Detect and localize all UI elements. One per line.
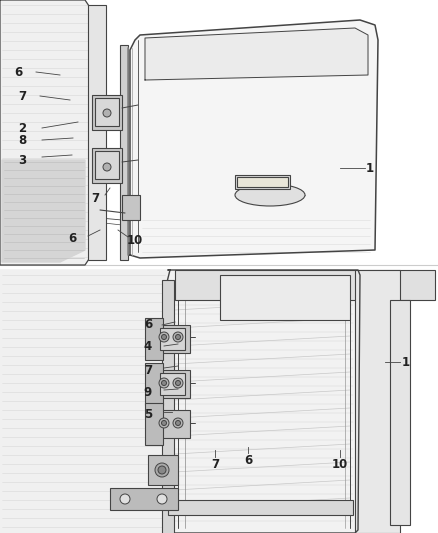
Text: 7: 7 bbox=[91, 191, 99, 205]
Text: 5: 5 bbox=[144, 408, 152, 421]
Bar bbox=[155, 370, 190, 398]
Circle shape bbox=[162, 335, 166, 340]
Text: 1: 1 bbox=[402, 356, 410, 368]
Text: 7: 7 bbox=[144, 364, 152, 376]
Bar bbox=[92, 148, 122, 183]
Text: 6: 6 bbox=[244, 454, 252, 466]
Circle shape bbox=[103, 163, 111, 171]
Bar bbox=[155, 325, 190, 353]
Text: 10: 10 bbox=[332, 457, 348, 471]
Bar bbox=[120, 45, 128, 260]
Text: 6: 6 bbox=[144, 319, 152, 332]
Text: 9: 9 bbox=[144, 385, 152, 399]
Bar bbox=[168, 500, 353, 515]
Circle shape bbox=[159, 418, 169, 428]
Circle shape bbox=[176, 421, 180, 425]
Bar bbox=[390, 300, 410, 525]
Circle shape bbox=[173, 332, 183, 342]
Bar bbox=[145, 363, 163, 405]
Text: 1: 1 bbox=[366, 161, 374, 174]
Circle shape bbox=[176, 335, 180, 340]
Polygon shape bbox=[0, 0, 95, 265]
Bar bbox=[145, 403, 163, 445]
Circle shape bbox=[157, 494, 167, 504]
Circle shape bbox=[173, 418, 183, 428]
Bar bbox=[145, 318, 163, 360]
Bar bbox=[95, 151, 119, 179]
Text: 2: 2 bbox=[18, 122, 26, 134]
Circle shape bbox=[120, 494, 130, 504]
Text: 6: 6 bbox=[14, 66, 22, 78]
Text: 10: 10 bbox=[127, 233, 143, 246]
Text: 6: 6 bbox=[68, 231, 76, 245]
Circle shape bbox=[176, 381, 180, 385]
Circle shape bbox=[159, 332, 169, 342]
Bar bbox=[235, 175, 290, 189]
Bar bbox=[237, 177, 288, 187]
Circle shape bbox=[162, 381, 166, 385]
Bar bbox=[162, 280, 174, 533]
Text: 8: 8 bbox=[18, 133, 26, 147]
Text: 3: 3 bbox=[18, 154, 26, 166]
Bar bbox=[110, 488, 178, 510]
Bar bbox=[155, 410, 190, 438]
Bar bbox=[95, 98, 119, 126]
Bar bbox=[175, 270, 435, 300]
Text: 7: 7 bbox=[211, 457, 219, 471]
Bar bbox=[355, 270, 400, 533]
Bar bbox=[160, 328, 185, 350]
Polygon shape bbox=[145, 28, 368, 80]
Polygon shape bbox=[130, 20, 378, 258]
Circle shape bbox=[155, 463, 169, 477]
Circle shape bbox=[103, 109, 111, 117]
Bar bbox=[148, 455, 178, 485]
Ellipse shape bbox=[235, 184, 305, 206]
Text: 7: 7 bbox=[18, 90, 26, 102]
Bar bbox=[92, 95, 122, 130]
Polygon shape bbox=[165, 270, 360, 533]
Bar bbox=[160, 373, 185, 395]
Text: 4: 4 bbox=[144, 340, 152, 352]
Bar bbox=[220, 275, 350, 320]
Circle shape bbox=[158, 466, 166, 474]
Circle shape bbox=[159, 378, 169, 388]
Bar bbox=[122, 195, 140, 220]
Circle shape bbox=[173, 378, 183, 388]
Polygon shape bbox=[0, 270, 175, 533]
Circle shape bbox=[162, 421, 166, 425]
Bar bbox=[88, 5, 106, 260]
Polygon shape bbox=[2, 160, 85, 262]
